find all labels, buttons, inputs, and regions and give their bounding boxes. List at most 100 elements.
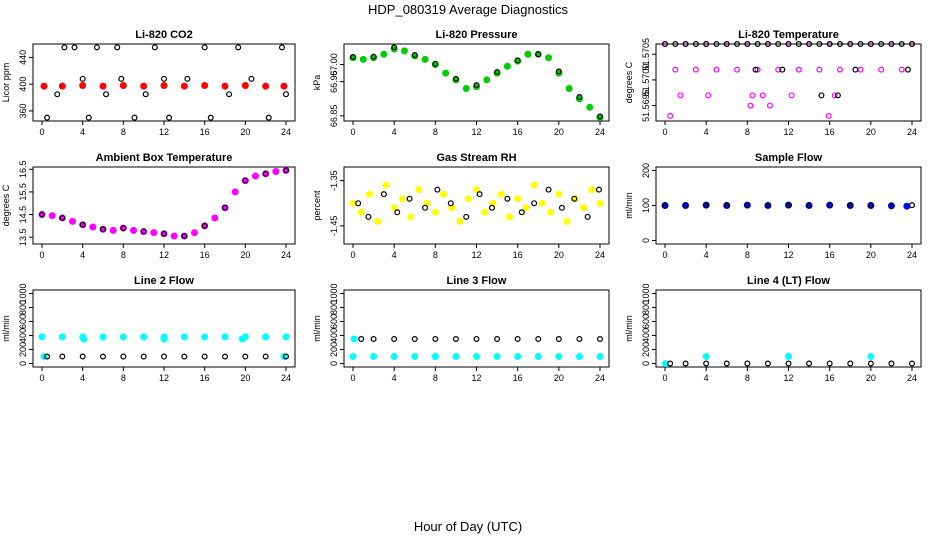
data-point <box>58 333 66 341</box>
data-point <box>806 360 813 367</box>
data-point <box>596 113 603 120</box>
data-point <box>555 190 563 198</box>
panel-title: Line 4 (LT) Flow <box>747 275 830 287</box>
data-point <box>231 188 239 196</box>
panel-9: Line 4 (LT) Flow 0 4 8 12 16 20 24 0 200400600800… <box>624 275 922 383</box>
data-point <box>898 66 905 73</box>
y-tick-label: 200 <box>641 163 651 178</box>
data-point <box>140 333 148 341</box>
data-point <box>588 186 596 194</box>
x-tick-label: 20 <box>866 250 876 260</box>
panel-title: Li-820 CO2 <box>135 29 192 41</box>
data-point <box>834 92 841 99</box>
data-point <box>374 217 382 225</box>
series-magenta <box>38 166 290 240</box>
data-point <box>545 186 552 193</box>
data-point <box>463 213 470 220</box>
data-point <box>764 202 771 209</box>
series-black <box>44 44 290 121</box>
x-tick-label: 4 <box>704 127 709 137</box>
data-point <box>555 353 563 360</box>
data-point <box>723 202 730 209</box>
x-tick-label: 12 <box>159 127 169 137</box>
x-tick-label: 20 <box>554 127 564 137</box>
data-point <box>38 211 45 218</box>
panel-title: Line 3 Flow <box>447 275 507 287</box>
x-tick-label: 4 <box>392 373 397 383</box>
data-point <box>242 177 249 184</box>
data-point <box>170 232 178 240</box>
data-point <box>682 40 689 47</box>
x-tick-label: 0 <box>350 373 355 383</box>
data-point <box>775 40 782 47</box>
data-point <box>713 66 720 73</box>
x-tick-label: 12 <box>783 373 793 383</box>
x-tick-label: 0 <box>662 373 667 383</box>
data-point <box>825 112 832 119</box>
y-axis-label: ml/min <box>624 192 634 219</box>
data-point <box>723 40 730 47</box>
y-tick-label: 51.5705 <box>641 38 651 71</box>
data-point <box>201 222 208 229</box>
data-point <box>61 44 68 51</box>
data-point <box>586 103 594 111</box>
figure-title: HDP_080319 Average Diagnostics <box>368 2 568 17</box>
data-point <box>390 45 398 53</box>
x-tick-label: 24 <box>907 250 917 260</box>
data-point <box>752 66 759 73</box>
data-point <box>667 112 674 119</box>
data-point <box>355 200 362 207</box>
y-tick-label: 14.5 <box>18 206 28 224</box>
x-tick-label: 16 <box>513 127 523 137</box>
data-point <box>166 114 173 121</box>
data-point <box>836 66 843 73</box>
data-point <box>349 199 357 207</box>
data-point <box>662 360 670 367</box>
data-point <box>473 336 480 343</box>
y-tick-label: 400 <box>329 328 339 343</box>
data-point <box>201 353 208 360</box>
data-point <box>69 217 76 225</box>
x-tick-label: 0 <box>350 250 355 260</box>
x-tick-label: 0 <box>39 250 44 260</box>
data-point <box>358 336 365 343</box>
x-tick-label: 16 <box>200 250 210 260</box>
data-point <box>749 92 756 99</box>
data-point <box>661 202 668 209</box>
y-tick-label: 1000 <box>329 283 339 303</box>
y-axis-label: Licor ppm <box>1 63 11 103</box>
x-tick-label: 24 <box>281 127 291 137</box>
data-point <box>382 181 390 189</box>
data-point <box>151 44 158 51</box>
data-point <box>661 40 668 47</box>
data-point <box>235 44 242 51</box>
data-point <box>390 353 398 360</box>
data-point <box>766 102 773 109</box>
data-point <box>180 333 188 341</box>
data-point <box>677 92 684 99</box>
data-point <box>262 170 269 177</box>
y-tick-label: 360 <box>18 103 28 118</box>
data-point <box>764 40 771 47</box>
data-point <box>795 40 802 47</box>
data-point <box>415 186 423 194</box>
data-point <box>283 91 290 98</box>
data-point <box>44 353 51 360</box>
panel-grid: Li-820 CO2 0 4 8 12 16 20 24 360 400 4 4 0 Licor ppm L… <box>1 29 922 383</box>
data-point <box>248 75 255 82</box>
data-point <box>705 92 712 99</box>
data-point <box>80 335 88 343</box>
y-tick-label: 600 <box>329 314 339 329</box>
data-point <box>130 226 137 234</box>
panel-title: Sample Flow <box>755 152 823 164</box>
data-point <box>878 40 885 47</box>
data-point <box>262 353 269 360</box>
data-point <box>452 75 459 82</box>
data-point <box>483 76 491 84</box>
data-point <box>713 40 720 47</box>
x-tick-label: 8 <box>745 373 750 383</box>
panel-title: Gas Stream RH <box>436 152 516 164</box>
x-tick-label: 4 <box>704 250 709 260</box>
plot-frame <box>655 43 922 122</box>
